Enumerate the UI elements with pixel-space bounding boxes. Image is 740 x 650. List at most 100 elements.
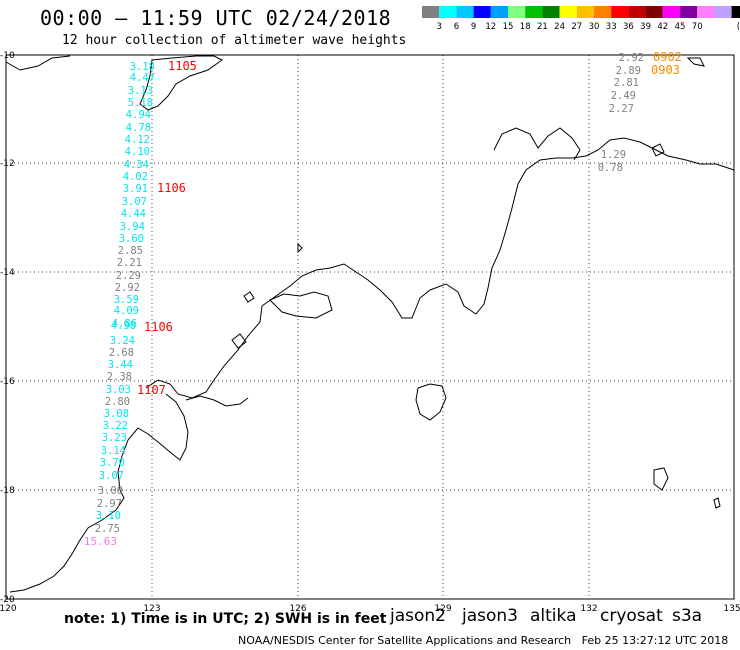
colorbar-swatch xyxy=(508,6,526,18)
colorbar-label: 18 xyxy=(520,22,531,32)
colorbar-label: 3 xyxy=(436,22,441,32)
footnote: note: 1) Time is in UTC; 2) SWH is in fe… xyxy=(64,611,387,627)
map-frame xyxy=(5,54,735,600)
wave-height-value: 3.22 xyxy=(103,420,128,432)
lat-tick: -18 xyxy=(0,486,15,496)
wave-height-value: 3.44 xyxy=(108,359,133,371)
graticule xyxy=(6,55,734,599)
coast-top-end xyxy=(145,137,735,399)
track-time-label: 1106 xyxy=(157,181,186,195)
wave-height-value: 4.09 xyxy=(114,305,139,317)
legend-jason2: jason2 xyxy=(390,606,446,626)
colorbar-swatch xyxy=(542,6,560,18)
colorbar-swatch xyxy=(594,6,612,18)
wave-height-value: 3.60 xyxy=(119,233,144,245)
wave-height-value: 2.68 xyxy=(109,347,134,359)
colorbar-label: 21 xyxy=(537,22,548,32)
colorbar-swatch xyxy=(628,6,646,18)
coast-wessel xyxy=(651,143,665,157)
coast-kimberley xyxy=(9,393,189,593)
track-time-label: 1105 xyxy=(168,59,197,73)
colorbar-label: 70 xyxy=(692,22,703,32)
lon-tick: 135 xyxy=(723,604,740,614)
colorbar-swatch xyxy=(731,6,740,18)
track-time-label: 0902 xyxy=(653,50,682,64)
lat-tick: -20 xyxy=(0,595,15,605)
track-time-label: 1106 xyxy=(144,320,173,334)
coast-island-east-2 xyxy=(713,497,721,509)
track-time-label: 0903 xyxy=(651,63,680,77)
colorbar-label: 24 xyxy=(554,22,565,32)
colorbar-swatch xyxy=(473,6,491,18)
colorbar-label: 27 xyxy=(571,22,582,32)
colorbar-swatch xyxy=(662,6,680,18)
wave-height-value: 3.94 xyxy=(120,221,145,233)
lat-tick: -16 xyxy=(0,377,15,387)
altimeter-tracks: 3.184.473.135.184.944.784.124.104.344.02… xyxy=(84,50,682,548)
track-time-label: 1107 xyxy=(137,383,166,397)
wave-height-value: 2.80 xyxy=(105,396,130,408)
legend-s3a: s3a xyxy=(672,606,703,626)
wave-height-value: 3.18 xyxy=(130,61,155,73)
colorbar-label: 6 xyxy=(454,22,459,32)
colorbar-label: 33 xyxy=(606,22,617,32)
wave-height-value: 2.85 xyxy=(118,245,143,257)
wave-height-value: 2.21 xyxy=(117,257,142,269)
wave-height-value: 3.13 xyxy=(128,85,153,97)
coast-groote xyxy=(415,383,447,421)
wave-height-value: 3.10 xyxy=(96,510,121,522)
legend-cryosat: cryosat xyxy=(600,606,663,626)
wave-height-value: 2.92 xyxy=(619,52,644,64)
coast-small-island xyxy=(686,57,705,67)
colorbar-label: 30 xyxy=(589,22,600,32)
coast-bathurst xyxy=(269,291,333,319)
wave-height-value: 2.97 xyxy=(97,498,122,510)
wave-height-value: 15.63 xyxy=(84,535,117,548)
wave-height-value: 2.38 xyxy=(107,371,132,383)
colorbar-swatch xyxy=(697,6,715,18)
colorbar-swatch xyxy=(645,6,663,18)
wave-height-value: 4.98 xyxy=(111,320,136,332)
wave-height-value: 3.14 xyxy=(101,445,126,457)
wave-height-value: 3.03 xyxy=(106,384,131,396)
wave-height-value: 4.10 xyxy=(125,146,150,158)
coast-kimberley-east xyxy=(185,395,249,407)
colorbar-swatch xyxy=(714,6,732,18)
colorbar-swatch xyxy=(559,6,577,18)
colorbar-swatch xyxy=(439,6,457,18)
wave-height-value: 4.44 xyxy=(121,208,146,220)
lon-tick: 126 xyxy=(289,604,306,614)
legend-jason3: jason3 xyxy=(462,606,518,626)
wave-height-value: 2.92 xyxy=(115,282,140,294)
footer-agency: NOAA/NESDIS Center for Satellite Applica… xyxy=(238,634,572,647)
wave-height-value: 1.29 xyxy=(601,149,626,161)
lat-tick: -14 xyxy=(0,268,15,278)
wave-height-value: 2.27 xyxy=(609,103,634,115)
wave-height-value: 5.18 xyxy=(128,97,153,109)
wave-height-value: 3.08 xyxy=(104,408,129,420)
wave-height-value: 4.02 xyxy=(123,171,148,183)
colorbar-label: 42 xyxy=(657,22,668,32)
lon-tick: 120 xyxy=(0,604,17,614)
coast-island-east xyxy=(653,467,669,491)
coast-timor xyxy=(5,55,223,111)
lon-tick: 123 xyxy=(143,604,160,614)
legend-altika: altika xyxy=(530,606,577,626)
colorbar-unit: (ft) xyxy=(737,22,740,32)
colorbar-swatch xyxy=(611,6,629,18)
wave-height-value: 2.49 xyxy=(611,90,636,102)
colorbar-swatch xyxy=(456,6,474,18)
wave-height-value: 4.86 xyxy=(112,318,137,330)
wave-height-value: 3.70 xyxy=(100,457,125,469)
colorbar-swatch xyxy=(422,6,440,18)
lat-tick: -10 xyxy=(0,51,15,61)
wave-height-value: 4.47 xyxy=(130,72,155,84)
wave-height-value: 4.12 xyxy=(125,134,150,146)
colorbar-label: 45 xyxy=(675,22,686,32)
lon-tick: 132 xyxy=(580,604,597,614)
coast-islands-1 xyxy=(231,242,303,349)
colorbar-label: 15 xyxy=(503,22,514,32)
wave-height-value: 3.07 xyxy=(122,196,147,208)
footer: NOAA/NESDIS Center for Satellite Applica… xyxy=(238,634,728,647)
